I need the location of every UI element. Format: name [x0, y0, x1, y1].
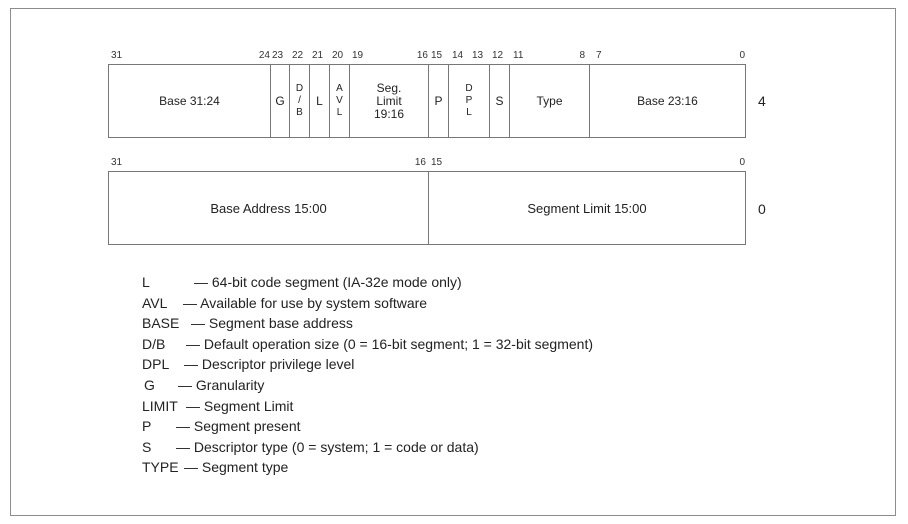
- field-dpl: D P L: [449, 65, 490, 137]
- bit-number: 31: [111, 157, 123, 168]
- legend-description: — Descriptor privilege level: [184, 356, 355, 373]
- legend-description: — Segment present: [176, 418, 301, 435]
- legend-term: DPL: [142, 356, 170, 373]
- bit-number: 11: [513, 50, 524, 61]
- bit-number: 23: [272, 50, 284, 61]
- bit-number: 15: [431, 157, 443, 168]
- bit-number: 14: [452, 50, 464, 61]
- field-label: G: [275, 93, 285, 108]
- field-label: D / B: [295, 83, 304, 118]
- field-type: Type: [510, 65, 590, 137]
- legend-description: — Granularity: [178, 376, 265, 393]
- legend-description: — Segment Limit: [186, 397, 294, 414]
- bit-number: 13: [472, 50, 484, 61]
- field-label: A V L: [336, 83, 343, 118]
- bit-number: 19: [352, 50, 364, 61]
- field-g: G: [271, 65, 290, 137]
- diagram-frame: [10, 8, 896, 516]
- bit-number: 31: [111, 50, 123, 61]
- byte-offset-label: 0: [758, 201, 766, 217]
- bit-number: 15: [431, 50, 443, 61]
- legend-term: BASE: [142, 315, 180, 332]
- legend-description: — 64-bit code segment (IA-32e mode only): [194, 274, 462, 290]
- field-label: Type: [536, 93, 563, 108]
- field-base-address: Base Address 15:00: [109, 172, 429, 244]
- bit-number: 20: [332, 50, 344, 61]
- field-label: L: [316, 93, 323, 108]
- descriptor-high-dword: Base 31:24 G D / B L A V L Seg. Limit 19…: [108, 64, 746, 138]
- legend-description: — Default operation size (0 = 16-bit seg…: [186, 335, 593, 352]
- bit-number: 0: [739, 157, 745, 168]
- legend-term: AVL: [142, 294, 168, 311]
- field-p: P: [429, 65, 449, 137]
- field-label: S: [495, 93, 504, 108]
- descriptor-low-dword: Base Address 15:00 Segment Limit 15:00: [108, 171, 746, 245]
- field-label: D P L: [465, 83, 473, 118]
- field-db: D / B: [290, 65, 310, 137]
- byte-offset-label: 4: [758, 93, 766, 109]
- bit-number: 16: [414, 157, 426, 168]
- bit-number: 7: [596, 50, 602, 61]
- field-s: S: [490, 65, 510, 137]
- legend-term: G: [144, 376, 155, 393]
- bit-number: 22: [292, 50, 304, 61]
- bit-number: 21: [312, 50, 324, 61]
- legend-term: L: [142, 274, 150, 290]
- field-label: P: [434, 93, 443, 108]
- legend-term: D/B: [142, 335, 166, 352]
- field-seg-limit: Seg. Limit 19:16: [350, 65, 429, 137]
- field-base-23-16: Base 23:16: [590, 65, 745, 137]
- field-avl: A V L: [330, 65, 350, 137]
- bit-number: 0: [739, 50, 745, 61]
- field-label: Seg. Limit 19:16: [373, 80, 405, 121]
- field-base-31-24: Base 31:24: [109, 65, 271, 137]
- legend-term: P: [142, 418, 152, 435]
- bit-number: 16: [416, 50, 428, 61]
- legend-description: — Available for use by system software: [183, 294, 428, 311]
- legend-term: LIMIT: [142, 397, 178, 414]
- legend-description: — Segment base address: [191, 315, 353, 332]
- legend-description: — Descriptor type (0 = system; 1 = code …: [176, 438, 479, 455]
- legend-term: TYPE: [142, 459, 179, 476]
- field-label: Base 23:16: [637, 93, 698, 108]
- field-label: Segment Limit 15:00: [527, 200, 647, 216]
- field-label: Base 31:24: [159, 93, 220, 108]
- bit-number: 8: [579, 50, 585, 61]
- bit-number: 24: [258, 50, 270, 61]
- field-segment-limit: Segment Limit 15:00: [429, 172, 745, 244]
- legend-term: S: [142, 438, 152, 455]
- field-label: Base Address 15:00: [210, 200, 327, 216]
- bit-number: 12: [492, 50, 504, 61]
- legend-description: — Segment type: [184, 459, 289, 476]
- field-l: L: [310, 65, 330, 137]
